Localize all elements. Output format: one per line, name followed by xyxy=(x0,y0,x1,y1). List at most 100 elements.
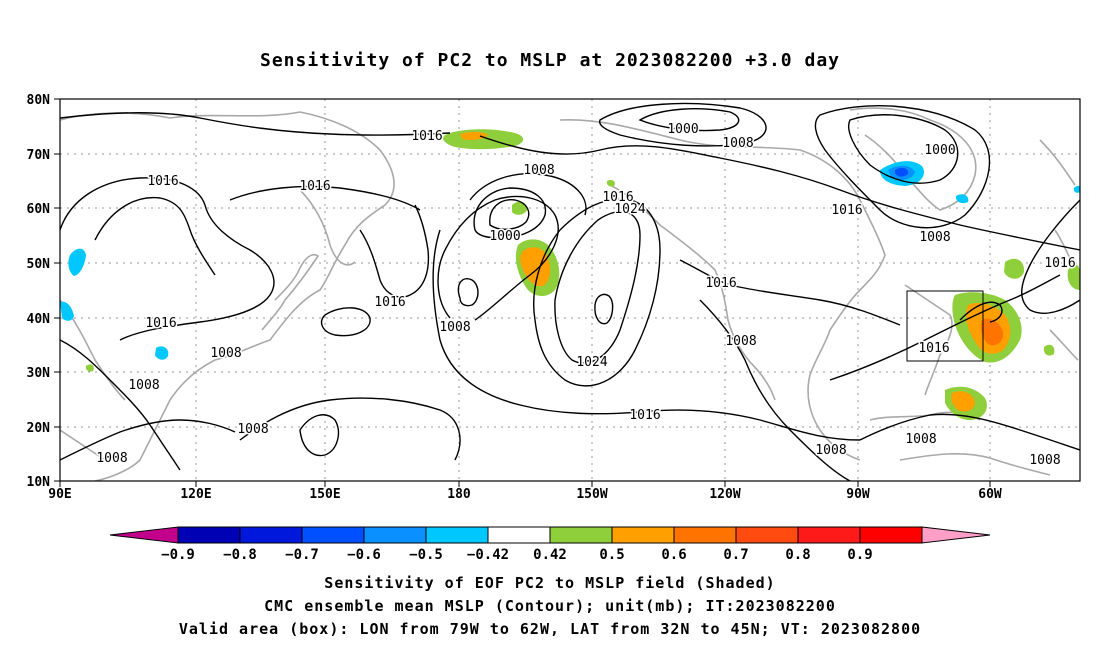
caption-shading: Sensitivity of EOF PC2 to MSLP field (Sh… xyxy=(324,574,776,592)
colorbar-segment xyxy=(487,526,551,544)
mslp-contours xyxy=(60,102,1080,481)
contour-label: 1016 xyxy=(629,408,660,423)
contour-1016-pacific-ridge xyxy=(432,229,861,441)
positive-area-east-atlantic xyxy=(1043,344,1055,356)
positive-area-atlantic-peak xyxy=(980,318,1004,346)
colorbar-segment xyxy=(239,526,303,544)
contour-label: 1000 xyxy=(667,122,698,137)
contour-1016-japan-loop xyxy=(320,307,371,337)
negative-area-greenland-core xyxy=(895,167,909,177)
contour-1016-asia-outer xyxy=(60,177,275,341)
contour-label: 1016 xyxy=(602,190,633,205)
colorbar-segment xyxy=(425,526,489,544)
colorbar-label: −0.9 xyxy=(161,547,195,563)
positive-area-greenland-east xyxy=(1004,258,1025,279)
negative-area-europe xyxy=(1073,185,1080,193)
colorbar-label: −0.5 xyxy=(409,547,443,563)
contour-1008-tropical xyxy=(239,397,461,461)
lon-label-90w: 90W xyxy=(846,487,870,502)
contour-1016-siberia xyxy=(229,185,421,211)
contour-1008-greenland xyxy=(814,105,991,229)
contour-label: 1000 xyxy=(489,229,520,244)
kamchatka-coastline xyxy=(299,189,356,266)
contour-label: 1016 xyxy=(918,341,949,356)
contour-label: 1024 xyxy=(576,355,607,370)
contour-label: 1008 xyxy=(725,334,756,349)
lat-label-20n: 20N xyxy=(27,421,51,436)
contour-1008-aleutian xyxy=(469,173,587,216)
contour-label: 1024 xyxy=(614,202,645,217)
contour-1016-asia-inner xyxy=(94,196,216,276)
contour-label: 1016 xyxy=(831,203,862,218)
contour-1016-north-atlantic xyxy=(1021,199,1080,314)
contour-label: 1008 xyxy=(1029,453,1060,468)
positive-sensitivity-shading xyxy=(85,129,1080,421)
contour-1000-greenland xyxy=(848,114,959,184)
contour-label: 1008 xyxy=(919,230,950,245)
contour-1024-pacific-high-outer xyxy=(554,210,641,364)
map-gridlines xyxy=(60,99,1080,481)
contour-1008-pacific-low-outer xyxy=(437,195,559,321)
contour-label: 1016 xyxy=(374,295,405,310)
lat-label-50n: 50N xyxy=(27,257,51,272)
lat-label-70n: 70N xyxy=(27,148,51,163)
colorbar-segment xyxy=(735,526,799,544)
positive-area-bering xyxy=(512,201,528,215)
colorbar-label: −0.7 xyxy=(285,547,319,563)
map-frame xyxy=(59,98,1081,482)
colorbar-segment xyxy=(859,526,923,544)
positive-area-arctic-core xyxy=(460,131,488,140)
contour-1016-west-coast xyxy=(679,259,901,326)
contour-1008-ocean-low xyxy=(299,414,340,457)
contour-label: 1016 xyxy=(145,316,176,331)
latitude-labels: 80N 70N 60N 50N 40N 30N 20N 10N xyxy=(27,93,51,490)
colorbar-segment xyxy=(301,526,365,544)
contour-label: 1008 xyxy=(237,422,268,437)
longitude-labels: 90E 120E 150E 180 150W 120W 90W 60W xyxy=(48,487,1002,502)
europe-coastline xyxy=(1039,139,1079,361)
east-us-coastline xyxy=(904,284,953,396)
lon-label-60w: 60W xyxy=(978,487,1002,502)
contour-label: 1008 xyxy=(210,346,241,361)
contour-label: 1016 xyxy=(299,179,330,194)
contour-1000-arctic-canada xyxy=(638,108,740,132)
contour-label: 1008 xyxy=(439,320,470,335)
lat-label-60n: 60N xyxy=(27,202,51,217)
positive-area-europe xyxy=(1067,264,1080,290)
colorbar-label: 0.42 xyxy=(533,547,567,563)
contour-label: 1008 xyxy=(523,163,554,178)
lat-label-10n: 10N xyxy=(27,475,51,490)
colorbar-label: −0.8 xyxy=(223,547,257,563)
colorbar-label: 0.5 xyxy=(599,547,624,563)
contour-1016-arctic-north xyxy=(60,112,451,136)
contour-label: 1016 xyxy=(1044,256,1075,271)
caption-contour: CMC ensemble mean MSLP (Contour); unit(m… xyxy=(264,597,836,615)
lat-label-30n: 30N xyxy=(27,366,51,381)
colorbar-label: 0.6 xyxy=(661,547,686,563)
contour-label: 1008 xyxy=(722,136,753,151)
contour-1016-east-us xyxy=(829,274,1061,381)
maritime-continent-coastline xyxy=(60,299,126,461)
contour-1000-aleutian-inner xyxy=(489,199,530,230)
colorbar-high-extension xyxy=(921,526,991,544)
contour-1008-sea xyxy=(60,419,236,461)
contour-label: 1008 xyxy=(128,378,159,393)
contour-labels: 1016 1016 1016 1016 1016 1008 1008 1008 1008 1000… xyxy=(95,121,1077,470)
negative-area-china xyxy=(155,346,169,360)
contour-label: 1016 xyxy=(705,276,736,291)
contour-1016-kamchatka xyxy=(359,204,430,298)
colorbar-segment xyxy=(549,526,613,544)
lon-label-120w: 120W xyxy=(709,487,740,502)
lon-label-120e: 120E xyxy=(180,487,211,502)
colorbar-segment xyxy=(797,526,861,544)
lon-label-150w: 150W xyxy=(576,487,607,502)
contour-label: 1016 xyxy=(147,174,178,189)
asia-coastline xyxy=(60,111,395,481)
colorbar-segment xyxy=(177,526,241,544)
negative-sensitivity-shading xyxy=(60,161,1080,360)
lat-label-40n: 40N xyxy=(27,312,51,327)
colorbar-low-extension xyxy=(109,526,179,544)
lon-label-90e: 90E xyxy=(48,487,71,502)
negative-area-asia-west xyxy=(68,248,86,276)
contour-label: 1008 xyxy=(815,443,846,458)
